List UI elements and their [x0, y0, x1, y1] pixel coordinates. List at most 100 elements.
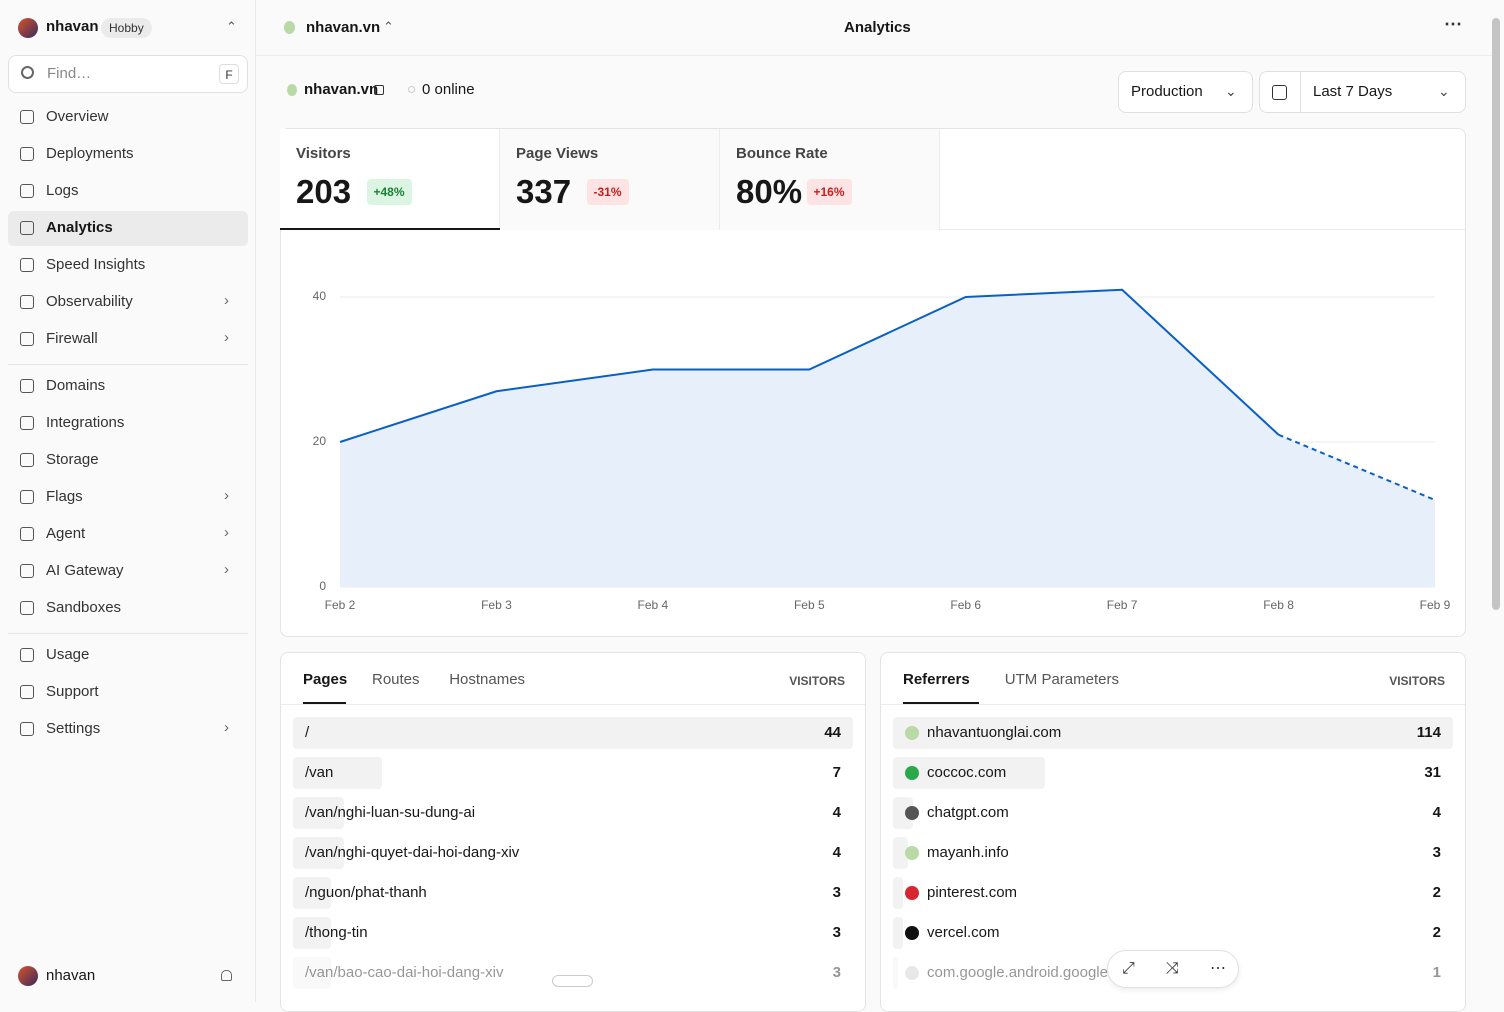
nav-icon: [20, 147, 34, 161]
row-label[interactable]: /van: [305, 764, 334, 781]
sidebar: [0, 0, 256, 1002]
search-shortcut: F: [219, 64, 239, 84]
y-tick-label: 40: [313, 289, 327, 303]
nav-item[interactable]: AI Gateway: [46, 562, 124, 579]
search-icon: [21, 66, 34, 79]
row-label[interactable]: coccoc.com: [927, 764, 1007, 781]
row-label[interactable]: mayanh.info: [927, 844, 1009, 861]
nav-item[interactable]: Support: [46, 683, 99, 700]
plan-badge: Hobby: [101, 18, 152, 38]
row-label[interactable]: /nguon/phat-thanh: [305, 884, 427, 901]
scrollbar: [1492, 18, 1500, 610]
nav-icon: [20, 722, 34, 736]
favicon: [905, 806, 919, 820]
team-name[interactable]: nhavan: [46, 18, 99, 35]
nav-chevron[interactable]: ›: [224, 719, 229, 736]
tab[interactable]: Pages: [303, 671, 348, 688]
x-tick-label: Feb 7: [1107, 598, 1138, 612]
nav-chevron[interactable]: ›: [224, 524, 229, 541]
row-bar: [293, 717, 853, 749]
nav-active: [8, 211, 248, 246]
metric-change: -31%: [586, 179, 629, 205]
column-header: VISITORS: [789, 674, 845, 688]
tab[interactable]: UTM Parameters: [1004, 671, 1119, 688]
search-box[interactable]: Find… F: [8, 55, 248, 93]
tab[interactable]: Routes: [372, 671, 420, 688]
favicon: [905, 766, 919, 780]
environment-select[interactable]: Production ⌄: [1118, 71, 1253, 113]
nav-icon: [20, 685, 34, 699]
range-select[interactable]: Last 7 Days ⌄: [1259, 71, 1466, 113]
row-value: 114: [1416, 724, 1441, 741]
row-label[interactable]: nhavantuonglai.com: [927, 724, 1062, 741]
more-menu[interactable]: ⋯: [1444, 14, 1462, 34]
nav-item[interactable]: Analytics: [46, 219, 113, 236]
toolbar-button[interactable]: ⤢: [1122, 960, 1135, 977]
favicon: [905, 846, 919, 860]
nav-item[interactable]: Storage: [46, 451, 99, 468]
nav-item[interactable]: Domains: [46, 377, 106, 394]
panel-border: [281, 704, 865, 705]
nav-item[interactable]: Flags: [46, 488, 83, 505]
row-bar: [293, 957, 332, 989]
metric-change: +48%: [366, 179, 412, 205]
chevron: ⌄: [1438, 83, 1450, 99]
nav-item[interactable]: Logs: [46, 182, 79, 199]
row-label[interactable]: chatgpt.com: [927, 804, 1009, 821]
header-border: [256, 55, 1492, 56]
nav-item[interactable]: Integrations: [46, 414, 125, 431]
nav-chevron[interactable]: ›: [224, 561, 229, 578]
nav-chevron[interactable]: ›: [224, 487, 229, 504]
nav-icon: [20, 110, 34, 124]
project-link[interactable]: nhavan.vn: [304, 81, 379, 98]
tab[interactable]: Hostnames: [449, 671, 526, 688]
scroll-pill: [552, 975, 593, 987]
project-switch[interactable]: ⌃: [383, 19, 394, 34]
row-bar: [293, 797, 344, 829]
nav-item[interactable]: Overview: [46, 108, 109, 125]
metric-tab[interactable]: Visitors 203 +48%: [280, 129, 500, 230]
nav-item[interactable]: Settings: [46, 720, 101, 737]
toolbar-button[interactable]: ⋯: [1210, 960, 1226, 977]
nav-icon: [20, 601, 34, 615]
team-switch[interactable]: ⌃: [226, 19, 237, 34]
metric-tab[interactable]: Bounce Rate 80% +16%: [720, 129, 940, 230]
nav-item[interactable]: Agent: [46, 525, 86, 542]
row-label[interactable]: com.google.android.googleq: [927, 964, 1117, 981]
project-name[interactable]: nhavan.vn: [306, 19, 381, 36]
row-bar: [893, 717, 1453, 749]
nav-chevron[interactable]: ›: [224, 329, 229, 346]
nav-icon: [20, 379, 34, 393]
row-label[interactable]: /van/bao-cao-dai-hoi-dang-xiv: [305, 964, 504, 981]
nav-item[interactable]: Firewall: [46, 330, 98, 347]
notifications[interactable]: [221, 970, 232, 981]
metric-selected: [280, 228, 500, 230]
nav-item[interactable]: Usage: [46, 646, 90, 663]
row-value: 1: [1432, 964, 1441, 981]
x-tick-label: Feb 3: [481, 598, 512, 612]
metric-tab[interactable]: Page Views 337 -31%: [500, 129, 720, 230]
row-value: 3: [832, 964, 841, 981]
metric-label: Page Views: [516, 145, 599, 162]
project-icon: [284, 21, 295, 34]
nav-chevron[interactable]: ›: [224, 292, 229, 309]
row-label[interactable]: pinterest.com: [927, 884, 1018, 901]
range-label: Last 7 Days: [1313, 83, 1393, 100]
row-label[interactable]: /: [305, 724, 310, 741]
user-name[interactable]: nhavan: [46, 967, 96, 984]
nav-item[interactable]: Observability: [46, 293, 133, 310]
metric-value: 337: [516, 173, 572, 210]
nav-item[interactable]: Deployments: [46, 145, 134, 162]
row-label[interactable]: /van/nghi-luan-su-dung-ai: [305, 804, 476, 821]
row-label[interactable]: /van/nghi-quyet-dai-hoi-dang-xiv: [305, 844, 520, 861]
x-tick-label: Feb 9: [1420, 598, 1451, 612]
x-tick-label: Feb 6: [950, 598, 981, 612]
row-label[interactable]: /thong-tin: [305, 924, 368, 941]
nav-item[interactable]: Sandboxes: [46, 599, 122, 616]
nav-icon: [20, 490, 34, 504]
row-label[interactable]: vercel.com: [927, 924, 1000, 941]
tab[interactable]: Referrers: [903, 671, 970, 688]
toolbar-button[interactable]: ⤨: [1166, 960, 1179, 977]
metric-label: Bounce Rate: [736, 145, 828, 162]
nav-item[interactable]: Speed Insights: [46, 256, 146, 273]
